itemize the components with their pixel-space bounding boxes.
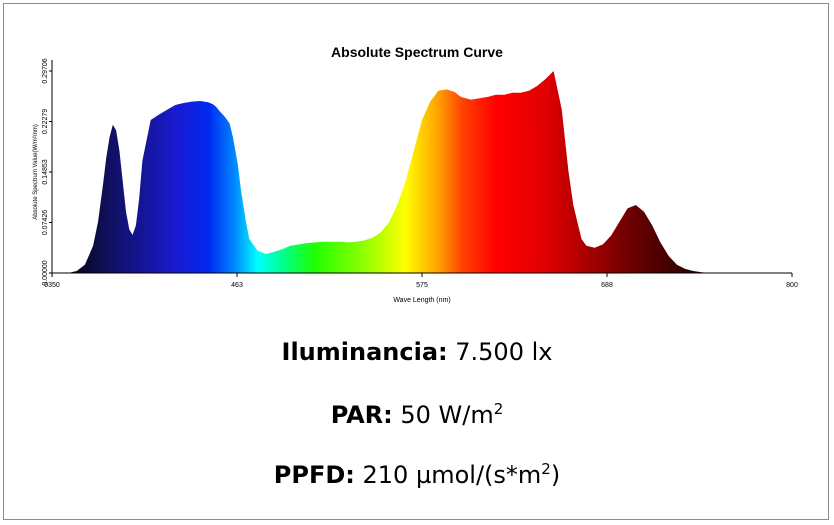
y-tick-label: 0.00000	[42, 260, 49, 285]
x-tick-label: 463	[231, 282, 243, 289]
x-tick-label: 575	[416, 282, 428, 289]
par-unit-exponent: 2	[493, 400, 504, 418]
ppfd-value: 210 µmol/(s*m	[362, 461, 542, 489]
y-tick-label: 0.29706	[42, 58, 49, 83]
par-label: PAR:	[330, 401, 393, 429]
x-axis-label: Wave Length (nm)	[393, 297, 450, 304]
illuminance-label: Iluminancia:	[281, 338, 448, 366]
chart-title: Absolute Spectrum Curve	[331, 44, 503, 60]
ppfd-stat: PPFD: 210 µmol/(s*m2)	[0, 460, 834, 489]
x-tick-label: 0350	[44, 282, 60, 289]
ppfd-unit-exponent: 2	[541, 460, 551, 478]
par-stat: PAR: 50 W/m2	[0, 400, 834, 429]
illuminance-stat: Iluminancia: 7.500 lx	[0, 338, 834, 366]
x-tick-label: 800	[786, 282, 798, 289]
par-value: 50 W/m	[400, 401, 494, 429]
spectrum-chart: Absolute Spectrum Curve 0350 463 575 688 800…	[33, 44, 798, 304]
y-tick-label: 0.07426	[42, 210, 49, 235]
y-tick-label: 0.14853	[42, 159, 49, 184]
x-tick-label: 688	[601, 282, 613, 289]
y-axis-label: Absolute Spectrum Value(W/m²/nm)	[33, 124, 39, 220]
ppfd-value-suffix: )	[550, 461, 561, 489]
spectrum-area	[68, 71, 727, 273]
ppfd-label: PPFD:	[273, 461, 355, 489]
illuminance-value: 7.500 lx	[455, 338, 553, 366]
y-tick-label: 0.22279	[42, 109, 49, 134]
